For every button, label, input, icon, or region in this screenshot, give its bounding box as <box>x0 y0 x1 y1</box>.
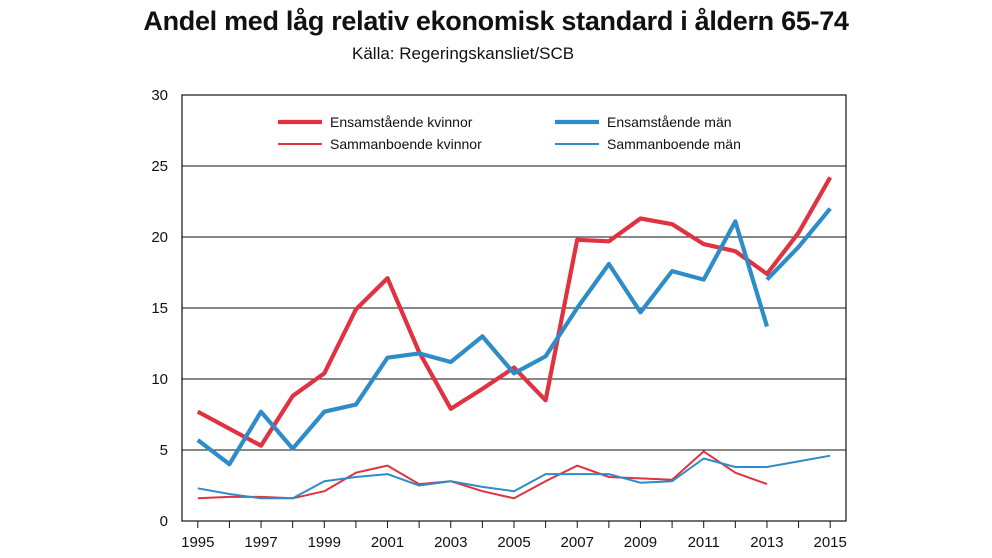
gridlines <box>182 165 846 451</box>
y-tick-label-5: 5 <box>160 442 168 459</box>
legend-label-4: Sammanboende män <box>607 136 741 152</box>
x-tick-label-2011: 2011 <box>688 534 720 551</box>
x-tick-label-2013: 2013 <box>750 534 783 551</box>
y-tick-label-30: 30 <box>151 87 168 104</box>
y-tick-label-25: 25 <box>151 158 168 175</box>
x-tick-label-2009: 2009 <box>624 534 657 551</box>
y-tick-label-20: 20 <box>151 229 168 246</box>
series-line-1-segment-1 <box>196 176 833 448</box>
legend: Ensamstående kvinnor Ensamstående män Samm… <box>278 114 741 152</box>
series-line-2-segment-2 <box>765 207 832 282</box>
y-tick-label-0: 0 <box>160 513 168 530</box>
x-tick-label-1997: 1997 <box>244 534 277 551</box>
x-tick-label-2015: 2015 <box>814 534 847 551</box>
legend-label-2: Ensamstående män <box>607 114 732 130</box>
series-line-4-segment-1 <box>197 454 831 500</box>
chart-title: Andel med låg relativ ekonomisk standard… <box>143 6 849 36</box>
y-tick-label-10: 10 <box>151 371 168 388</box>
legend-label-3: Sammanboende kvinnor <box>330 136 482 152</box>
x-tick-label-2003: 2003 <box>434 534 467 551</box>
x-tick-label-2005: 2005 <box>497 534 530 551</box>
y-tick-label-15: 15 <box>151 300 168 317</box>
x-tick-label-2007: 2007 <box>561 534 594 551</box>
axes: 0 5 10 15 20 25 30 1995 1997 1999 2001 2003 2005 2007… <box>151 87 847 551</box>
x-tick-label-1999: 1999 <box>308 534 341 551</box>
series-lines <box>196 176 833 500</box>
chart-source: Källa: Regeringskansliet/SCB <box>352 44 575 63</box>
series-line-2-segment-1 <box>196 219 770 467</box>
x-tick-label-2001: 2001 <box>371 534 404 551</box>
x-tick-label-1995: 1995 <box>181 534 214 551</box>
legend-label-1: Ensamstående kvinnor <box>330 114 473 130</box>
